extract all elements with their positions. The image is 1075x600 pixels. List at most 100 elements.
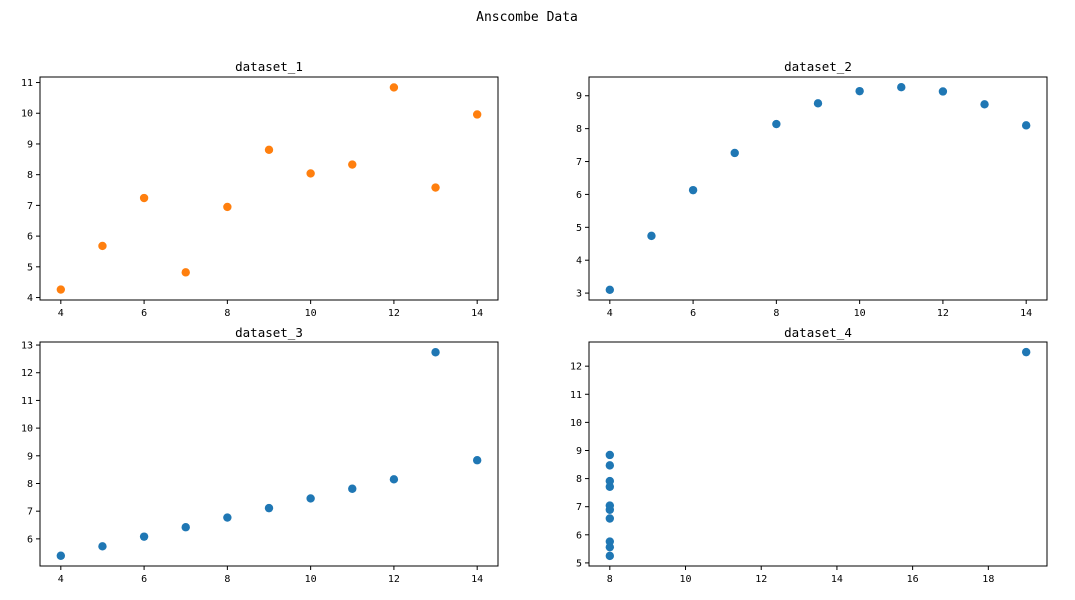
subplot-title-dataset-4: dataset_4 xyxy=(784,325,852,340)
data-point xyxy=(813,99,823,108)
subplot-dataset-1: dataset_1 4 6 8 10 12 14 4 5 6 7 8 9 10 11 xyxy=(21,59,499,319)
data-point xyxy=(348,160,357,169)
y-tick-label: 7 xyxy=(27,507,33,518)
x-tick-label: 12 xyxy=(388,308,400,319)
y-tick-label: 7 xyxy=(576,502,582,513)
subplot-title-dataset-2: dataset_2 xyxy=(784,59,852,74)
data-point xyxy=(223,513,232,522)
y-tick-label: 12 xyxy=(570,362,582,373)
x-tick-label: 14 xyxy=(471,574,483,585)
x-tick-label: 4 xyxy=(58,574,64,585)
data-point xyxy=(647,231,656,241)
y-tick-label: 10 xyxy=(21,109,33,120)
y-tick-label: 4 xyxy=(27,293,33,304)
x-tick-label: 12 xyxy=(755,574,767,585)
y-tick-label: 10 xyxy=(21,424,33,435)
x-tick-label: 14 xyxy=(831,574,843,585)
data-point xyxy=(772,119,781,129)
x-tick-label: 10 xyxy=(854,308,866,319)
data-point xyxy=(605,476,615,486)
x-tick-label: 10 xyxy=(305,574,317,585)
y-tick-label: 9 xyxy=(576,91,582,102)
y-tick-label: 8 xyxy=(27,479,33,490)
y-tick-label: 9 xyxy=(27,139,33,150)
subplot-dataset-3: dataset_3 4 6 8 10 12 14 6 7 8 9 10 11 12 13 xyxy=(21,325,499,585)
x-tick-label: 4 xyxy=(607,308,613,319)
data-point xyxy=(472,110,482,119)
data-point xyxy=(223,202,232,212)
x-tick-label: 8 xyxy=(224,308,230,319)
axes-frame xyxy=(39,341,499,567)
y-tick-label: 9 xyxy=(27,451,33,462)
y-tick-label: 8 xyxy=(27,170,33,181)
data-point xyxy=(181,268,190,277)
data-point xyxy=(139,532,149,541)
x-tick-label: 18 xyxy=(982,574,994,585)
data-point xyxy=(264,503,274,513)
data-point xyxy=(980,100,989,109)
data-point xyxy=(605,505,615,514)
x-tick-label: 10 xyxy=(679,574,691,585)
y-tick-label: 7 xyxy=(27,201,33,212)
data-point xyxy=(306,494,315,503)
figure-suptitle: Anscombe Data xyxy=(476,10,578,25)
x-tick-label: 8 xyxy=(773,308,779,319)
y-tick-label: 11 xyxy=(21,396,33,407)
x-tick-label: 16 xyxy=(907,574,919,585)
x-tick-label: 4 xyxy=(58,308,64,319)
data-point xyxy=(897,82,906,92)
y-tick-label: 5 xyxy=(576,558,582,569)
y-tick-label: 6 xyxy=(27,232,33,243)
data-point xyxy=(181,523,190,532)
data-point xyxy=(605,450,615,460)
x-tick-label: 8 xyxy=(607,574,613,585)
y-tick-label: 5 xyxy=(27,262,33,273)
data-point xyxy=(348,484,357,493)
data-point xyxy=(98,542,107,551)
subplot-dataset-2: dataset_2 4 6 8 10 12 14 3 4 5 6 7 8 9 xyxy=(576,59,1048,319)
data-point xyxy=(306,169,315,178)
axes-frame xyxy=(588,341,1048,567)
axes-frame xyxy=(588,76,1048,301)
y-tick-label: 4 xyxy=(576,256,582,267)
x-tick-label: 8 xyxy=(224,574,230,585)
data-point xyxy=(688,185,698,195)
y-tick-label: 12 xyxy=(21,368,33,379)
data-point xyxy=(605,285,615,295)
x-tick-label: 6 xyxy=(690,308,696,319)
y-tick-label: 6 xyxy=(27,534,33,545)
data-point xyxy=(605,514,615,523)
data-point xyxy=(389,83,399,92)
data-point xyxy=(431,348,440,357)
data-point xyxy=(605,551,615,561)
data-point xyxy=(938,87,948,96)
data-point xyxy=(431,183,440,192)
x-tick-label: 14 xyxy=(471,308,483,319)
x-tick-label: 10 xyxy=(305,308,317,319)
y-tick-label: 11 xyxy=(21,78,33,89)
y-tick-label: 7 xyxy=(576,157,582,168)
subplot-title-dataset-1: dataset_1 xyxy=(235,59,303,74)
data-point xyxy=(98,241,107,251)
x-tick-label: 12 xyxy=(937,308,949,319)
y-tick-label: 8 xyxy=(576,474,582,485)
data-point xyxy=(605,542,615,552)
data-point xyxy=(855,86,864,96)
x-tick-label: 6 xyxy=(141,308,147,319)
data-point xyxy=(389,475,399,484)
y-tick-label: 10 xyxy=(570,418,582,429)
data-point xyxy=(139,193,149,203)
y-tick-label: 6 xyxy=(576,530,582,541)
y-tick-label: 6 xyxy=(576,190,582,201)
axes-frame xyxy=(39,76,499,301)
data-point xyxy=(605,461,615,470)
subplot-title-dataset-3: dataset_3 xyxy=(235,325,303,340)
y-tick-label: 9 xyxy=(576,446,582,457)
x-tick-label: 12 xyxy=(388,574,400,585)
y-tick-label: 11 xyxy=(570,390,582,401)
y-tick-label: 3 xyxy=(576,289,582,300)
y-tick-label: 13 xyxy=(21,341,33,352)
data-point xyxy=(472,456,482,465)
data-point xyxy=(264,145,274,154)
data-point xyxy=(56,551,66,560)
